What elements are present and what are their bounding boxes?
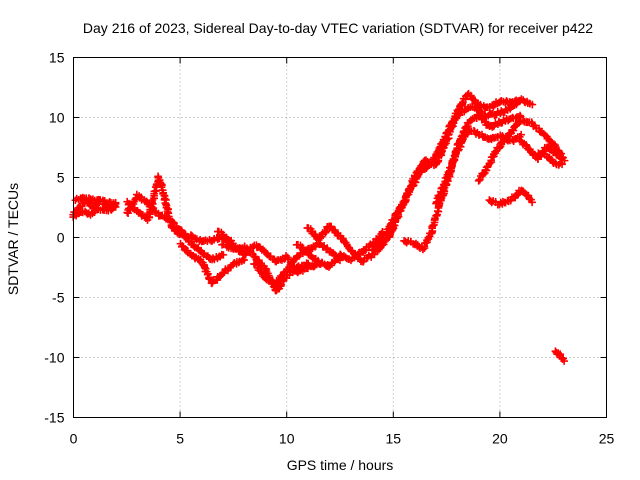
data-point: [495, 143, 504, 152]
data-point: [517, 130, 525, 139]
data-series: [69, 89, 569, 365]
data-point: [528, 198, 536, 207]
data-point: [513, 98, 522, 107]
series-arc-late-6: [551, 347, 568, 365]
y-tick-label: -10: [44, 350, 64, 366]
data-point: [388, 225, 397, 234]
y-tick-label: -5: [52, 290, 65, 306]
axis-ticks: 0 5 10 15 20 25 -15 -10 -5 0 5 10 15: [44, 50, 614, 447]
y-tick-label: -15: [44, 410, 64, 426]
y-tick-label: 15: [49, 50, 65, 66]
series-arc-rise-2: [385, 98, 522, 242]
grid-lines: [73, 57, 607, 418]
x-tick-label: 20: [492, 431, 508, 447]
series-arc-late-5: [485, 186, 536, 209]
series-arc-early-2: [69, 202, 120, 221]
y-tick-label: 0: [57, 230, 65, 246]
y-axis-title: SDTVAR / TECUs: [5, 183, 21, 295]
x-tick-label: 5: [176, 431, 184, 447]
series-arc-late-3: [517, 137, 569, 165]
data-point: [154, 172, 162, 181]
series-arc-late-1: [432, 126, 525, 208]
y-tick-label: 10: [49, 110, 65, 126]
data-point: [369, 245, 378, 254]
data-point: [476, 175, 484, 184]
x-tick-label: 25: [599, 431, 615, 447]
data-point: [435, 192, 444, 200]
series-arc-morning-3: [176, 239, 248, 288]
series-arc-midday-2: [213, 227, 323, 277]
data-point: [378, 228, 387, 236]
y-tick-label: 5: [57, 170, 65, 186]
data-point: [471, 102, 480, 111]
series-arc-morning-2: [123, 172, 237, 248]
x-tick-label: 10: [279, 431, 295, 447]
data-point: [219, 251, 228, 259]
data-point: [111, 199, 120, 208]
data-point: [560, 357, 568, 365]
x-tick-label: 0: [70, 431, 78, 447]
x-tick-label: 15: [386, 431, 402, 447]
x-axis-title: GPS time / hours: [287, 457, 394, 473]
data-point: [502, 97, 511, 105]
data-point: [558, 160, 566, 169]
data-point: [528, 100, 537, 109]
series-arc-late-4: [534, 149, 566, 169]
chart-title: Day 216 of 2023, Sidereal Day-to-day VTE…: [83, 20, 593, 36]
